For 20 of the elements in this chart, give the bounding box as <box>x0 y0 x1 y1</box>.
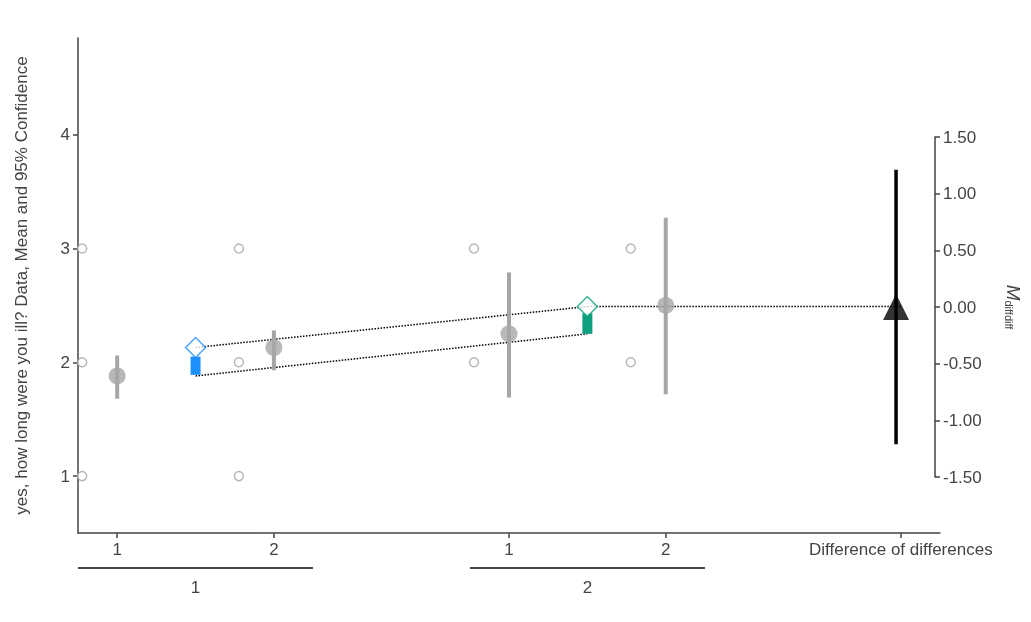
y2-tick-label: 1.50 <box>943 127 977 147</box>
x-tick-label: Difference of differences <box>808 540 993 559</box>
y2-axis-title: Mdiffdiff <box>1002 284 1024 331</box>
y2-tick-label: -0.50 <box>943 354 982 374</box>
y-tick-label: 1 <box>60 466 70 486</box>
y2-tick-label: 1.00 <box>943 184 977 204</box>
y2-tick-label: -1.00 <box>943 410 982 430</box>
x-tick-label: 1 <box>504 540 514 559</box>
y-tick-label: 2 <box>60 352 70 372</box>
x-tick-label: 1 <box>112 540 122 559</box>
y-tick-label: 3 <box>60 239 70 259</box>
x-tick-label: 2 <box>269 540 279 559</box>
y-tick-label: 4 <box>60 125 70 145</box>
y2-tick-label: 0.00 <box>943 297 977 317</box>
y2-tick-label: 0.50 <box>943 240 977 260</box>
y2-tick-label: -1.50 <box>943 467 982 487</box>
text: 1 <box>189 578 202 598</box>
text: 2 <box>581 578 594 598</box>
y-axis-title: yes, how long were you ill? Data, Mean and 95% Confidence <box>12 56 31 515</box>
x-tick-label: 2 <box>660 540 671 559</box>
